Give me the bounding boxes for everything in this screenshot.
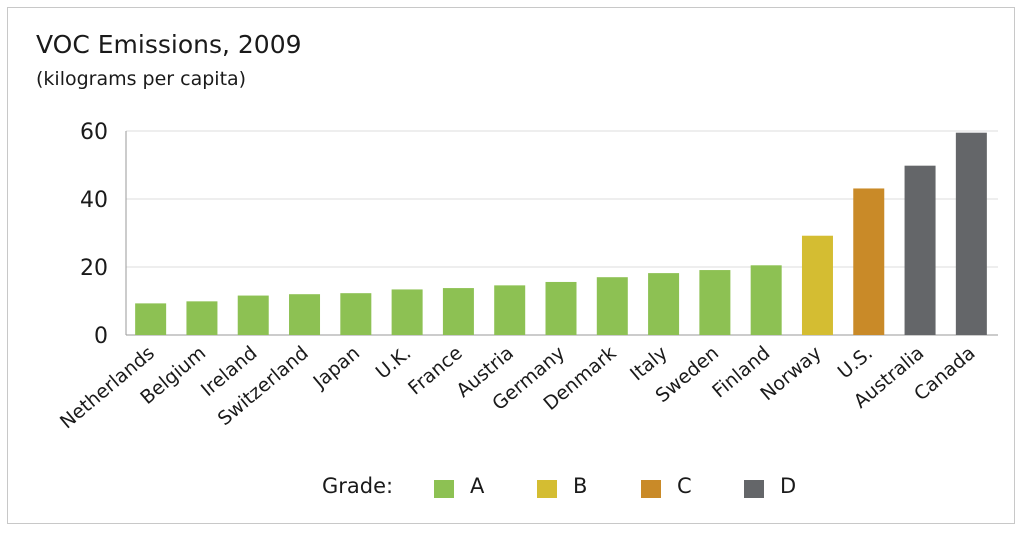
legend-label-d: D xyxy=(780,474,797,498)
bar-france xyxy=(442,288,474,335)
bar-ireland xyxy=(237,295,269,335)
legend-label-a: A xyxy=(470,474,485,498)
bar-japan xyxy=(340,293,372,335)
x-tick-label: U.K. xyxy=(372,342,416,384)
legend-swatch-d xyxy=(744,480,764,498)
x-tick-label: Japan xyxy=(309,342,365,394)
y-tick-label: 0 xyxy=(94,324,108,349)
bar-uk xyxy=(391,289,423,335)
chart-subtitle: (kilograms per capita) xyxy=(36,68,247,90)
bar-belgium xyxy=(186,301,218,335)
bar-germany xyxy=(545,281,577,335)
bar-finland xyxy=(750,265,782,335)
y-tick-label: 40 xyxy=(80,188,108,213)
bar-canada xyxy=(955,132,987,335)
bar-chart: 0204060NetherlandsBelgiumIrelandSwitzerl… xyxy=(56,120,998,433)
chart-title: VOC Emissions, 2009 xyxy=(36,30,302,59)
bar-austria xyxy=(494,285,526,335)
bar-italy xyxy=(648,273,680,335)
legend-swatch-c xyxy=(641,480,661,498)
legend-swatch-a xyxy=(434,480,454,498)
x-tick-label: U.S. xyxy=(834,342,877,383)
legend-title: Grade: xyxy=(322,474,394,498)
bar-denmark xyxy=(596,277,628,335)
y-tick-label: 20 xyxy=(80,256,108,281)
y-tick-label: 60 xyxy=(80,120,108,145)
bar-australia xyxy=(904,165,936,335)
bar-switzerland xyxy=(289,294,321,335)
bar-norway xyxy=(801,235,833,335)
legend-label-b: B xyxy=(573,474,588,498)
legend: Grade: A B C D xyxy=(0,474,1024,504)
legend-swatch-b xyxy=(537,480,557,498)
bar-sweden xyxy=(699,270,731,335)
chart-frame xyxy=(7,7,1015,524)
legend-label-c: C xyxy=(677,474,692,498)
bar-netherlands xyxy=(135,303,167,335)
bar-us xyxy=(853,188,885,335)
